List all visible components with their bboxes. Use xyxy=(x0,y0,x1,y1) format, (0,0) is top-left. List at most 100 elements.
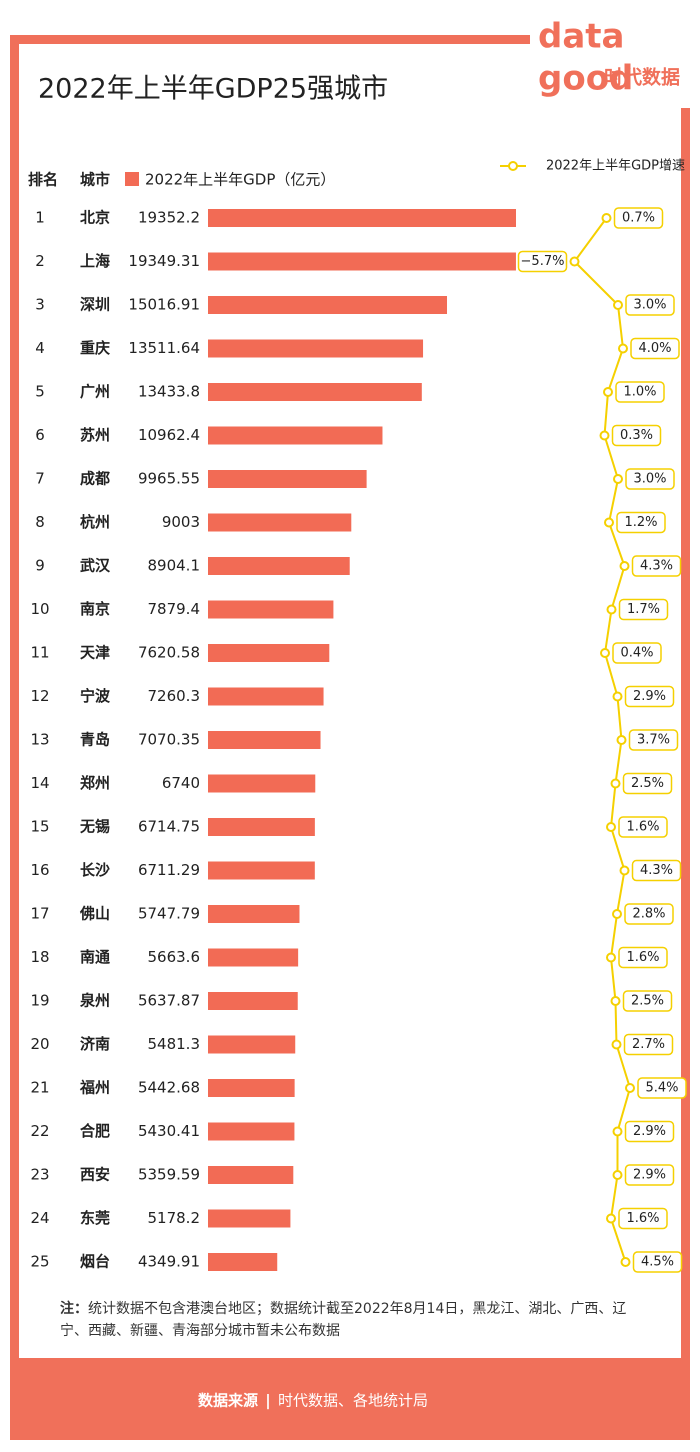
value-label: 5747.79 xyxy=(138,905,200,923)
city: 烟台 xyxy=(80,1253,110,1271)
rank: 20 xyxy=(30,1035,49,1053)
growth-marker xyxy=(616,735,627,745)
city: 重庆 xyxy=(80,339,110,357)
growth-label: 2.9% xyxy=(633,1168,666,1183)
value-label: 10962.4 xyxy=(138,426,200,444)
growth-label: 0.3% xyxy=(620,428,653,443)
city-header: 城市 xyxy=(80,171,110,189)
rank: 18 xyxy=(30,948,49,966)
growth-label: 2.7% xyxy=(632,1037,665,1052)
bar xyxy=(208,600,334,619)
bar xyxy=(208,1079,295,1097)
growth-label: 1.2% xyxy=(624,515,657,530)
city: 广州 xyxy=(80,383,110,401)
rank: 17 xyxy=(30,905,49,923)
bar xyxy=(208,818,315,836)
growth-label-box xyxy=(632,1251,683,1273)
bar xyxy=(208,513,352,532)
growth-marker xyxy=(606,822,616,832)
growth-marker xyxy=(618,343,628,354)
logo-bottom: good xyxy=(538,59,633,99)
bar xyxy=(208,296,448,314)
rank: 14 xyxy=(30,774,49,792)
growth-label: 1.6% xyxy=(626,820,659,835)
growth-label: 2.9% xyxy=(633,689,666,704)
growth-label: 1.7% xyxy=(627,602,660,617)
bar xyxy=(208,731,321,749)
bar xyxy=(208,905,300,923)
city: 东莞 xyxy=(80,1209,110,1227)
bar xyxy=(208,339,424,358)
note: 注：统计数据不包含港澳台地区；数据统计截至2022年8月14日，黑龙江、湖北、广… xyxy=(60,1298,650,1342)
growth-label: 1.0% xyxy=(623,385,656,400)
value-label: 15016.91 xyxy=(128,296,200,314)
value-label: 19352.2 xyxy=(138,209,200,227)
city: 长沙 xyxy=(80,861,110,879)
growth-label-box xyxy=(631,555,682,577)
value-label: 5359.59 xyxy=(138,1166,200,1184)
legend-label: 2022年上半年GDP增速 xyxy=(546,159,685,174)
bar xyxy=(208,470,367,488)
growth-label-box xyxy=(624,685,675,708)
value-label: 19349.31 xyxy=(128,252,200,270)
growth-label: 2.5% xyxy=(631,994,664,1009)
growth-marker xyxy=(612,1170,623,1180)
rank: 13 xyxy=(30,731,49,749)
footer-separator: | xyxy=(265,1392,270,1411)
city: 武汉 xyxy=(80,557,111,575)
growth-label: 4.0% xyxy=(638,341,671,356)
rank: 24 xyxy=(30,1209,49,1227)
bar xyxy=(208,644,330,662)
growth-marker xyxy=(604,517,614,528)
growth-label-box xyxy=(625,468,675,490)
city: 成都 xyxy=(80,470,110,488)
growth-label: 4.3% xyxy=(640,863,673,878)
growth-label-box xyxy=(616,511,666,534)
rank: 9 xyxy=(35,557,45,575)
value-label: 7070.35 xyxy=(138,731,200,749)
rank: 16 xyxy=(30,861,49,879)
growth-label-box xyxy=(624,1120,675,1143)
growth-marker xyxy=(619,561,630,571)
rank: 15 xyxy=(30,818,49,836)
growth-marker xyxy=(606,604,617,615)
rank: 2 xyxy=(35,252,45,270)
growth-marker xyxy=(610,778,621,789)
rank-header: 排名 xyxy=(28,171,58,189)
city: 合肥 xyxy=(79,1122,110,1140)
growth-marker xyxy=(610,996,621,1006)
rank: 25 xyxy=(30,1253,49,1271)
bar xyxy=(208,383,422,401)
growth-marker xyxy=(603,387,613,397)
rank: 21 xyxy=(30,1079,49,1097)
growth-label-box xyxy=(624,903,674,925)
bar xyxy=(208,687,324,706)
value-label: 7620.58 xyxy=(138,644,200,662)
city: 南通 xyxy=(80,948,110,966)
growth-label-box xyxy=(618,816,668,838)
bar xyxy=(208,1035,296,1054)
growth-label: 3.7% xyxy=(637,733,670,748)
value-label: 8904.1 xyxy=(148,557,201,575)
bar xyxy=(208,557,350,575)
growth-label-box xyxy=(628,729,679,751)
growth-label: 5.4% xyxy=(645,1081,678,1096)
footer-text: 时代数据、各地统计局 xyxy=(278,1392,428,1410)
value-label: 9003 xyxy=(162,513,200,531)
value-label: 4349.91 xyxy=(138,1253,200,1271)
city: 天津 xyxy=(80,644,110,662)
growth-marker xyxy=(612,1126,623,1137)
growth-label: 1.6% xyxy=(626,950,659,965)
growth-label: 1.6% xyxy=(626,1211,659,1226)
growth-marker xyxy=(601,213,612,223)
rank: 3 xyxy=(35,296,45,314)
growth-marker xyxy=(619,865,630,876)
rank: 5 xyxy=(35,383,45,401)
city: 苏州 xyxy=(80,426,110,444)
growth-marker xyxy=(613,474,623,484)
value-label: 5430.41 xyxy=(138,1122,200,1140)
bar xyxy=(208,1122,295,1141)
rank: 8 xyxy=(35,513,45,531)
note-box: 注：统计数据不包含港澳台地区；数据统计截至2022年8月14日，黑龙江、湖北、广… xyxy=(60,1298,650,1342)
value-label: 9965.55 xyxy=(138,470,200,488)
